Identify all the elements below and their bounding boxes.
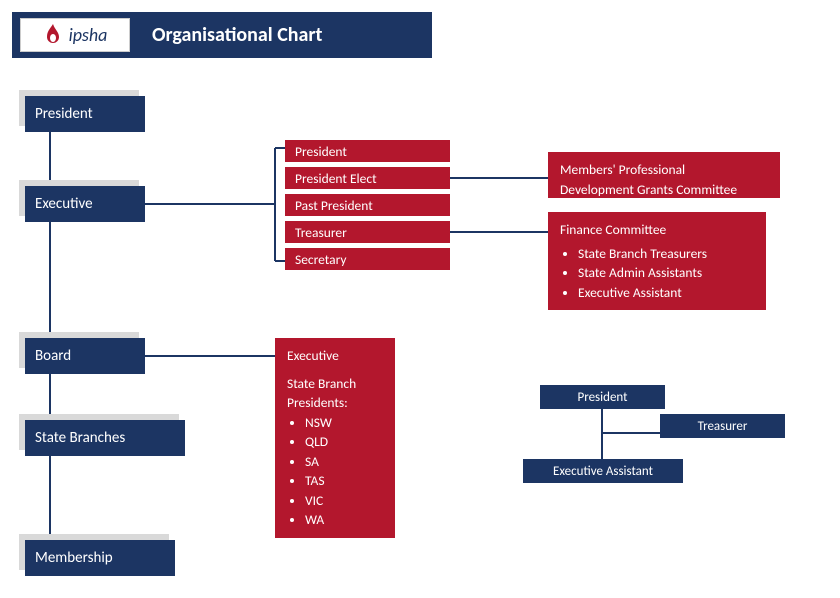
header-bar: ipsha Organisational Chart [12, 12, 432, 58]
node-state-branches: State Branches [25, 420, 185, 456]
node-membership-label: Membership [35, 549, 113, 567]
logo-text: ipsha [69, 24, 108, 46]
page-title: Organisational Chart [152, 23, 322, 47]
mini-president: President [540, 385, 665, 409]
node-board-detail: Executive State Branch Presidents: NSW Q… [275, 338, 395, 538]
finance-bullet-2: State Admin Assistants [578, 263, 707, 283]
exec-row-treasurer: Treasurer [285, 221, 450, 243]
exec-row-past-president: Past President [285, 194, 450, 216]
org-chart: ipsha Organisational Chart President Exe… [0, 0, 840, 598]
flame-icon [43, 23, 63, 47]
logo-chip: ipsha [20, 18, 130, 52]
mini-treasurer: Treasurer [660, 414, 785, 438]
finance-title: Finance Committee [560, 220, 666, 240]
exec-row-president: President [285, 140, 450, 162]
node-president-label: President [35, 105, 93, 123]
finance-bullet-1: State Branch Treasurers [578, 244, 707, 264]
mini-exec-assistant: Executive Assistant [523, 459, 683, 483]
finance-bullet-3: Executive Assistant [578, 283, 707, 303]
node-state-branches-label: State Branches [35, 429, 125, 447]
node-executive: Executive [25, 186, 145, 222]
node-finance-committee: Finance Committee State Branch Treasurer… [548, 212, 766, 310]
exec-row-president-elect: President Elect [285, 167, 450, 189]
node-mpdc: Members' Professional Development Grants… [548, 152, 780, 198]
node-president: President [25, 96, 145, 132]
exec-row-secretary: Secretary [285, 248, 450, 270]
node-executive-label: Executive [35, 195, 93, 213]
node-board: Board [25, 338, 145, 374]
node-board-label: Board [35, 347, 71, 365]
node-membership: Membership [25, 540, 175, 576]
